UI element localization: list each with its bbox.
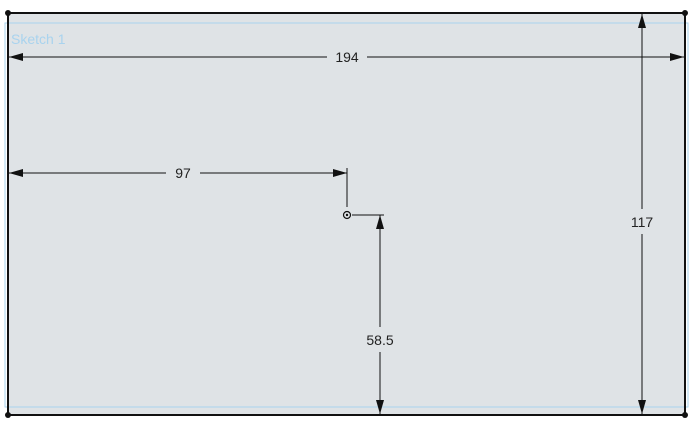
- half-width-dimension-value[interactable]: 97: [175, 165, 191, 181]
- corner-point[interactable]: [5, 10, 11, 16]
- height-dimension-value[interactable]: 117: [631, 214, 654, 230]
- width-dimension[interactable]: 194: [9, 49, 684, 65]
- half-width-dimension[interactable]: 97: [9, 165, 348, 207]
- arrowhead-left: [9, 169, 23, 177]
- arrowhead-down: [638, 400, 646, 414]
- half-height-dimension[interactable]: 58.5: [352, 214, 394, 414]
- sketch-plane-outline: [4, 22, 689, 408]
- corner-point[interactable]: [682, 10, 688, 16]
- corner-point[interactable]: [5, 412, 11, 418]
- center-point[interactable]: [342, 210, 352, 220]
- arrowhead-up: [376, 215, 384, 229]
- arrowhead-up: [638, 14, 646, 28]
- half-height-dimension-value[interactable]: 58.5: [366, 332, 393, 348]
- arrowhead-right: [333, 169, 347, 177]
- width-dimension-value[interactable]: 194: [335, 49, 359, 65]
- height-dimension[interactable]: 117: [631, 14, 654, 414]
- arrowhead-right: [670, 53, 684, 61]
- arrowhead-down: [376, 400, 384, 414]
- arrowhead-left: [9, 53, 23, 61]
- sketch-name-label: Sketch 1: [11, 31, 66, 47]
- corner-point[interactable]: [682, 412, 688, 418]
